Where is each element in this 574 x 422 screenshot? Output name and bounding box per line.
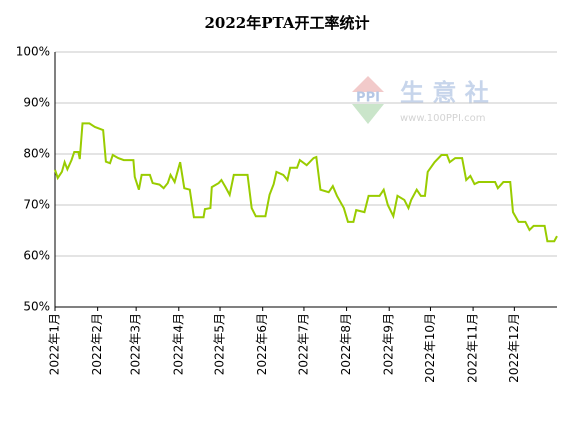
y-tick-label: 100% xyxy=(16,45,50,59)
y-tick-label: 80% xyxy=(23,147,50,161)
x-tick-label: 2022年3月 xyxy=(129,313,143,375)
x-tick-label: 2022年4月 xyxy=(171,313,185,375)
watermark-url: www.100PPI.com xyxy=(400,113,485,124)
logo-bottom xyxy=(352,104,384,124)
logo-text: PPI xyxy=(356,91,380,106)
x-tick-label: 2022年6月 xyxy=(255,313,269,375)
x-tick-label: 2022年5月 xyxy=(213,313,227,375)
y-tick-label: 90% xyxy=(23,96,50,110)
x-tick-label: 2022年8月 xyxy=(339,313,353,375)
y-tick-label: 70% xyxy=(23,198,50,212)
watermark-name: 生 意 社 xyxy=(400,79,489,107)
x-tick-label: 2022年11月 xyxy=(466,313,480,383)
y-tick-label: 60% xyxy=(23,249,50,263)
x-tick-label: 2022年1月 xyxy=(48,313,62,375)
x-tick-label: 2022年9月 xyxy=(382,313,396,375)
x-tick-label: 2022年7月 xyxy=(296,313,310,375)
data-line xyxy=(54,122,558,243)
chart-title: 2022年PTA开工率统计 xyxy=(204,14,369,32)
x-tick-label: 2022年12月 xyxy=(507,313,521,383)
y-tick-label: 50% xyxy=(23,300,50,314)
x-tick-label: 2022年2月 xyxy=(90,313,104,375)
x-tick-label: 2022年10月 xyxy=(423,313,437,383)
logo-top xyxy=(352,76,384,92)
watermark: PPI 生 意 社 www.100PPI.com xyxy=(352,76,489,124)
